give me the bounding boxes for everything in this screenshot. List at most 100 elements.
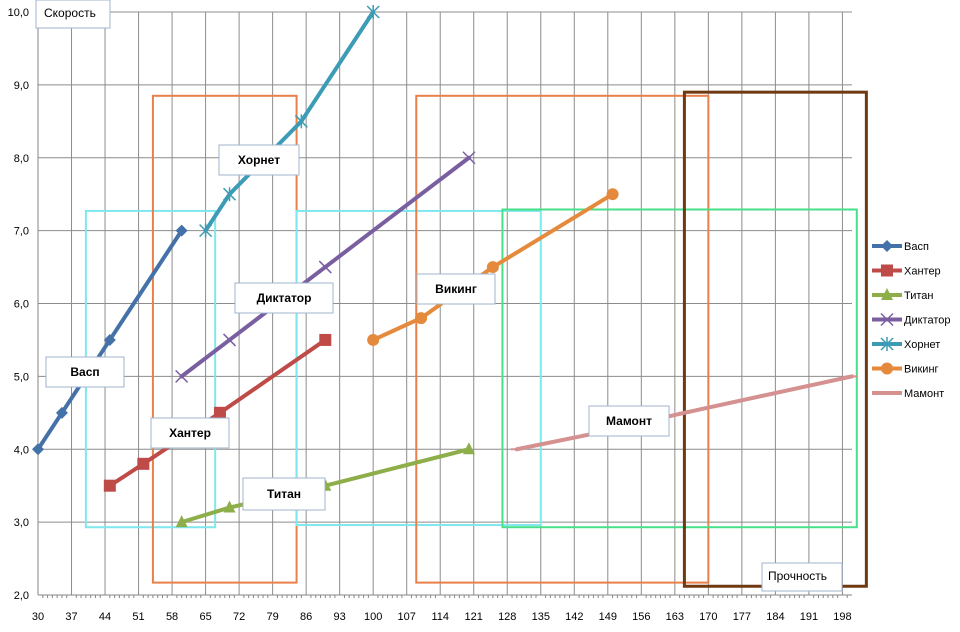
legend-item: Викинг xyxy=(872,362,939,376)
x-tick-label: 163 xyxy=(666,611,684,623)
annotation-box: Титан xyxy=(242,477,326,511)
data-point xyxy=(222,187,237,202)
data-point xyxy=(294,114,308,129)
x-tick-label: 51 xyxy=(132,611,144,623)
data-point xyxy=(881,288,893,300)
legend-label: Васп xyxy=(904,241,929,253)
x-tick-label: 135 xyxy=(532,611,550,623)
legend-label: Викинг xyxy=(904,364,939,376)
data-point xyxy=(606,188,619,201)
legend: Васп Хантер Титан Диктатор Хорнет Викинг Мамон… xyxy=(872,240,950,400)
annotation-box: Мамонт xyxy=(588,405,670,437)
x-tick-label: 198 xyxy=(833,611,851,623)
y-tick-label: 2,0 xyxy=(14,590,29,602)
data-point xyxy=(367,333,380,346)
series-Хорнет xyxy=(199,5,380,238)
x-tick-label: 93 xyxy=(334,611,346,623)
data-point xyxy=(415,312,428,325)
data-point xyxy=(223,500,236,513)
annotation-label: Хантер xyxy=(169,426,211,440)
grid xyxy=(37,11,852,598)
x-tick-label: 100 xyxy=(364,611,382,623)
legend-item: Диктатор xyxy=(872,312,950,327)
x-axis-title-box: Прочность xyxy=(761,562,843,592)
data-point xyxy=(103,479,116,492)
annotation-box-frame xyxy=(588,405,670,437)
x-tick-label: 58 xyxy=(166,611,178,623)
data-point xyxy=(32,443,44,456)
annotation-label: Викинг xyxy=(435,282,477,296)
legend-item: Титан xyxy=(872,288,934,302)
x-tick-label: 177 xyxy=(733,611,751,623)
region-box xyxy=(501,208,858,529)
annotation-label: Хорнет xyxy=(238,153,280,167)
x-tick-label: 170 xyxy=(699,611,717,623)
x-tick-label: 149 xyxy=(599,611,617,623)
y-axis-title-box: Скорость xyxy=(35,0,111,29)
annotation-label: Диктатор xyxy=(257,291,312,305)
data-point xyxy=(880,312,894,327)
y-tick-label: 4,0 xyxy=(14,444,29,456)
annotations: Васп Хантер Титан Диктатор Хорнет Викинг Мамон… xyxy=(45,144,670,511)
data-point xyxy=(462,442,475,455)
legend-label: Титан xyxy=(904,290,934,302)
annotation-box: Викинг xyxy=(416,273,496,305)
x-tick-label: 156 xyxy=(632,611,650,623)
region-box xyxy=(295,209,542,527)
x-tick-label: 184 xyxy=(766,611,784,623)
data-point xyxy=(881,264,893,277)
x-tick-label: 79 xyxy=(266,611,278,623)
x-tick-label: 142 xyxy=(565,611,583,623)
data-point xyxy=(175,369,189,383)
annotation-box: Хорнет xyxy=(218,144,300,176)
y-tick-label: 7,0 xyxy=(14,226,29,238)
legend-item: Мамонт xyxy=(872,388,944,400)
data-point xyxy=(486,261,499,274)
annotation-label: Васп xyxy=(70,365,99,379)
tick-labels: 30 37 44 51 58 65 72 79 86 93 100 107 114 121 128 135 14… xyxy=(8,7,852,623)
data-point xyxy=(366,5,380,19)
x-tick-label: 191 xyxy=(800,611,818,623)
x-tick-label: 65 xyxy=(199,611,211,623)
data-point xyxy=(199,223,213,238)
x-tick-label: 37 xyxy=(65,611,77,623)
data-point xyxy=(175,224,188,237)
legend-item: Хантер xyxy=(872,264,941,278)
annotation-box-frame xyxy=(416,273,496,305)
y-tick-label: 6,0 xyxy=(14,299,29,311)
axes xyxy=(37,12,852,596)
data-point xyxy=(175,515,188,528)
series-Диктатор xyxy=(175,151,476,383)
data-point xyxy=(319,333,332,346)
x-tick-label: 121 xyxy=(465,611,483,623)
annotation-box-frame xyxy=(234,282,334,314)
x-tick-label: 86 xyxy=(300,611,312,623)
x-tick-label: 107 xyxy=(398,611,416,623)
annotation-box-frame xyxy=(218,144,300,176)
data-point xyxy=(880,337,894,351)
y-tick-label: 8,0 xyxy=(14,153,29,165)
data-point xyxy=(881,362,893,375)
series-line xyxy=(203,10,376,233)
annotation-box: Диктатор xyxy=(234,282,334,314)
annotation-label: Мамонт xyxy=(606,414,652,428)
data-point xyxy=(103,333,116,346)
y-axis-title: Скорость xyxy=(44,6,96,20)
x-tick-label: 114 xyxy=(431,611,449,623)
y-tick-label: 5,0 xyxy=(14,371,29,383)
x-axis-title: Прочность xyxy=(768,569,827,583)
data-point xyxy=(213,406,226,419)
legend-item: Васп xyxy=(872,240,929,253)
x-tick-label: 72 xyxy=(233,611,245,623)
annotation-box-frame xyxy=(150,417,230,449)
data-point xyxy=(222,333,237,347)
region-box xyxy=(415,94,710,584)
annotation-box: Васп xyxy=(45,356,125,388)
x-tick-label: 128 xyxy=(498,611,516,623)
legend-label: Хорнет xyxy=(904,339,940,351)
data-point xyxy=(881,240,893,252)
legend-label: Диктатор xyxy=(904,315,950,327)
region-boxes xyxy=(84,90,868,588)
legend-label: Мамонт xyxy=(904,388,944,400)
